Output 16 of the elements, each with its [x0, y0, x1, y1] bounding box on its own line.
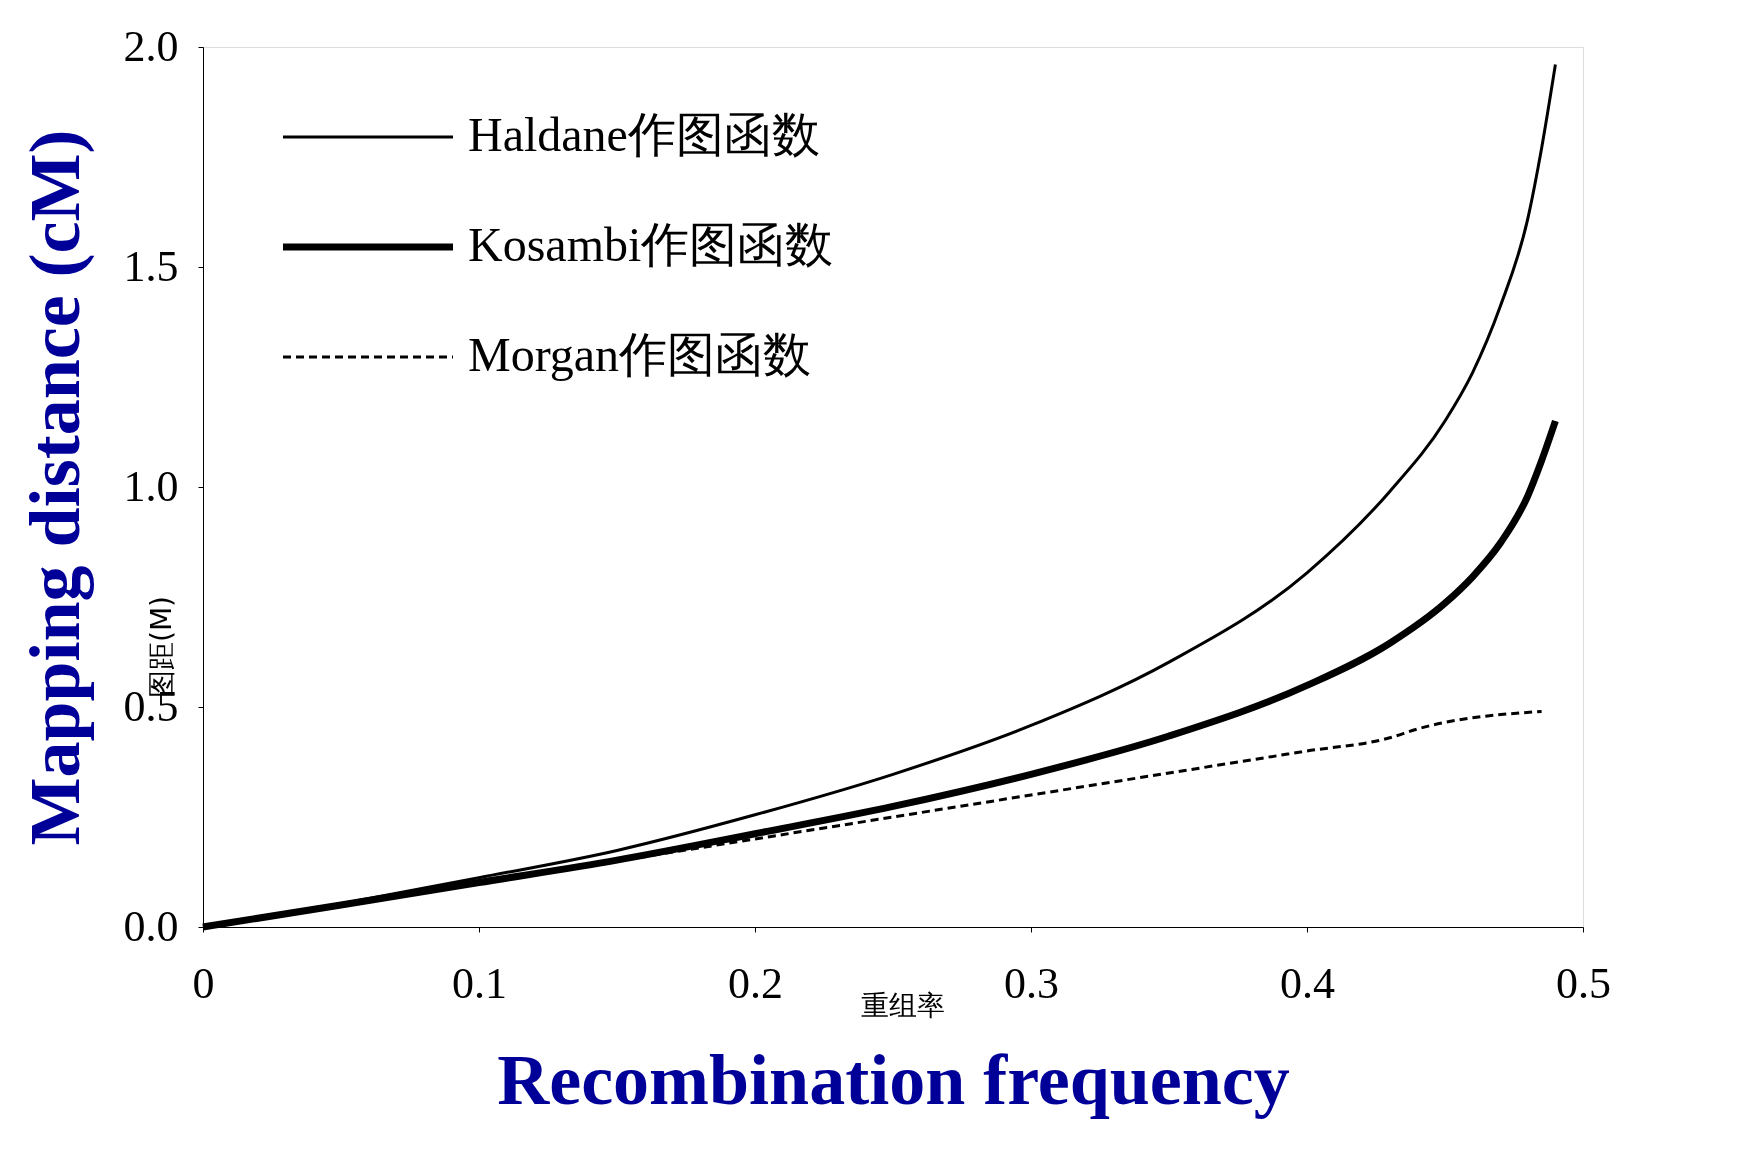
x-axis-title: Recombination frequency	[497, 1039, 1290, 1120]
x-tick-label: 0.5	[1556, 958, 1611, 1008]
x-tick-label: 0.1	[452, 958, 507, 1008]
text: 重组率	[861, 989, 945, 1022]
y-tick-label: 1.0	[123, 461, 179, 511]
x-tick-label: 0.2	[728, 958, 783, 1008]
legend-label: Kosambi作图函数	[468, 218, 834, 271]
x-tick-label: 0.3	[1004, 958, 1059, 1008]
y-tick-label: 0.0	[123, 901, 179, 951]
y-tick-label: 1.5	[123, 241, 179, 291]
x-tick-label: 0	[192, 958, 215, 1008]
x-tick-label: 0.4	[1280, 958, 1335, 1008]
y-tick-label: 2.0	[123, 21, 179, 71]
y-axis-title: Mapping distance (cM)	[14, 129, 95, 846]
legend-label: Haldane作图函数	[468, 108, 820, 161]
legend-label: Morgan作图函数	[468, 328, 812, 381]
